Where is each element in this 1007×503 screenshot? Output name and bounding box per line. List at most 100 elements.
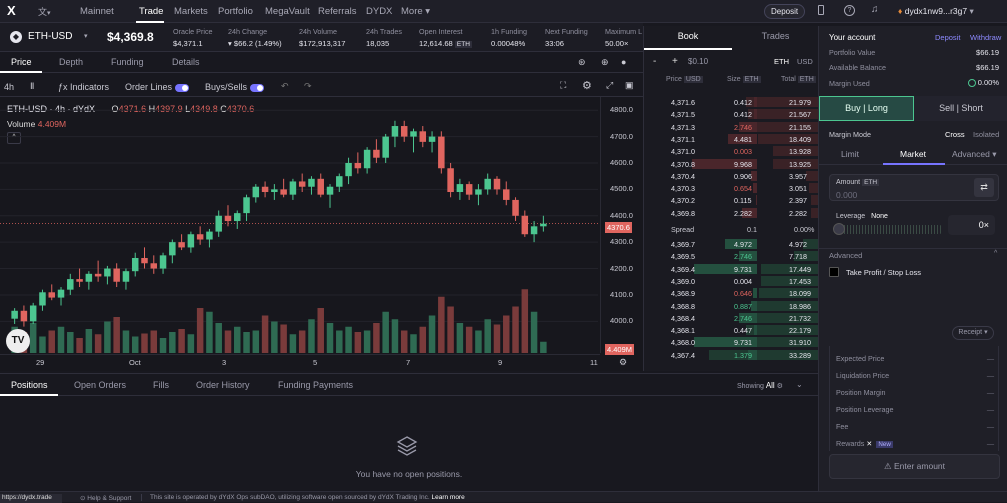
app-icon[interactable]: ● xyxy=(621,57,626,67)
tpsl-checkbox[interactable] xyxy=(829,267,839,277)
tab-funding-payments[interactable]: Funding Payments xyxy=(278,380,353,390)
leverage-slider-handle[interactable] xyxy=(833,223,845,235)
zoom-out-button[interactable]: - xyxy=(653,56,656,67)
tab-depth[interactable]: Depth xyxy=(59,57,83,67)
leverage-slider[interactable] xyxy=(835,225,943,234)
nav-trade[interactable]: Trade xyxy=(139,6,163,17)
bottom-tabs: Positions Open Orders Fills Order Histor… xyxy=(0,374,818,396)
receipt-button[interactable]: Receipt ▾ xyxy=(952,326,994,340)
nav-megavault[interactable]: MegaVault xyxy=(265,6,310,17)
deposit-link[interactable]: Deposit xyxy=(935,33,960,42)
price-chart[interactable]: ETH-USD · 4h · dYdX O4371.6 H4397.9 L434… xyxy=(0,97,643,371)
market-symbol[interactable]: ETH-USD xyxy=(28,31,72,42)
volume-bar xyxy=(95,334,101,353)
tab-market[interactable]: Market xyxy=(900,149,926,159)
tpsl-label[interactable]: Take Profit / Stop Loss xyxy=(846,268,921,277)
network-label[interactable]: Mainnet xyxy=(80,6,114,17)
buys-sells-toggle[interactable]: Buys/Sells xyxy=(205,82,264,92)
candle-type-icon[interactable]: Ⅱ xyxy=(30,81,34,92)
tab-order-history[interactable]: Order History xyxy=(196,380,250,390)
undo-icon[interactable]: ↶ xyxy=(281,81,289,92)
redo-icon[interactable]: ↷ xyxy=(304,81,312,92)
mobile-icon[interactable] xyxy=(818,5,824,15)
y-tick-label: 4200.0 xyxy=(610,264,633,273)
buy-long-button[interactable]: Buy | Long xyxy=(819,96,914,121)
showing-filter[interactable]: Showing All ⚙ xyxy=(737,381,783,390)
amount-input[interactable]: 0.000 xyxy=(836,190,857,200)
leverage-input[interactable]: 0× xyxy=(948,215,995,235)
account-button[interactable]: ♦ dydx1nw9...r3g7 ▾ xyxy=(898,6,974,17)
enter-amount-button[interactable]: ⚠ Enter amount xyxy=(829,454,1000,479)
volume-bar xyxy=(234,327,240,353)
time-settings-icon[interactable]: ⚙ xyxy=(619,357,627,368)
book-price: 4,368.1 xyxy=(671,326,695,335)
dydx-logo[interactable]: X xyxy=(7,4,20,18)
learn-more-link[interactable]: Learn more xyxy=(431,494,464,501)
market-dropdown-icon[interactable]: ▾ xyxy=(84,32,88,40)
interval-selector[interactable]: 4h xyxy=(4,82,14,92)
fullscreen-icon[interactable]: ⛶ xyxy=(560,80,566,91)
tab-price[interactable]: Price xyxy=(11,57,32,67)
advanced-label[interactable]: Advanced xyxy=(829,251,862,260)
nav-portfolio[interactable]: Portfolio xyxy=(218,6,253,17)
isolated-button[interactable]: Isolated xyxy=(973,130,999,139)
tab-fills[interactable]: Fills xyxy=(153,380,169,390)
tab-details[interactable]: Details xyxy=(172,57,200,67)
expand-icon[interactable]: ⤢ xyxy=(606,80,613,91)
tab-funding[interactable]: Funding xyxy=(111,57,144,67)
cross-button[interactable]: Cross xyxy=(945,130,965,139)
tab-limit[interactable]: Limit xyxy=(841,149,859,159)
unit-usd[interactable]: USD xyxy=(797,57,813,66)
collapse-panel-icon[interactable]: ⌄ xyxy=(796,380,803,389)
nav-referrals[interactable]: Referrals xyxy=(318,6,357,17)
nav-more[interactable]: More ▾ xyxy=(401,6,430,17)
order-lines-toggle[interactable]: Order Lines xyxy=(125,82,189,92)
withdraw-link[interactable]: Withdraw xyxy=(970,33,1001,42)
tab-trades[interactable]: Trades xyxy=(732,31,819,41)
tab-advanced[interactable]: Advanced ▾ xyxy=(952,149,996,160)
settings-icon[interactable]: ⚙ xyxy=(582,79,592,92)
candle xyxy=(225,216,231,221)
unit-eth[interactable]: ETH xyxy=(774,57,789,66)
tab-positions[interactable]: Positions xyxy=(11,380,48,390)
zoom-in-button[interactable]: + xyxy=(672,56,678,67)
help-support-link[interactable]: ⊙ Help & Support xyxy=(80,494,131,502)
amount-field[interactable]: Amount ETH 0.000 ⇄ xyxy=(829,174,999,201)
bell-icon[interactable]: ♫ xyxy=(871,4,879,15)
globe-icon[interactable]: ⊕ xyxy=(601,57,609,68)
nav-markets[interactable]: Markets xyxy=(174,6,208,17)
language-icon[interactable]: 文▾ xyxy=(38,5,51,18)
sell-short-button[interactable]: Sell | Short xyxy=(914,96,1007,121)
deposit-button[interactable]: Deposit xyxy=(764,4,805,19)
swap-icon[interactable]: ⇄ xyxy=(974,178,994,197)
help-icon[interactable]: ? xyxy=(844,5,855,16)
nav-dydx[interactable]: DYDX xyxy=(366,6,392,17)
chevron-up-icon[interactable]: ^ xyxy=(994,250,997,257)
volume-bar xyxy=(197,308,203,353)
camera-icon[interactable]: ▣ xyxy=(625,80,634,91)
tab-book[interactable]: Book xyxy=(644,31,732,41)
link-icon[interactable]: ⊛ xyxy=(578,57,586,68)
indicators-button[interactable]: ƒx Indicators xyxy=(58,82,109,92)
tab-open-orders[interactable]: Open Orders xyxy=(74,380,126,390)
